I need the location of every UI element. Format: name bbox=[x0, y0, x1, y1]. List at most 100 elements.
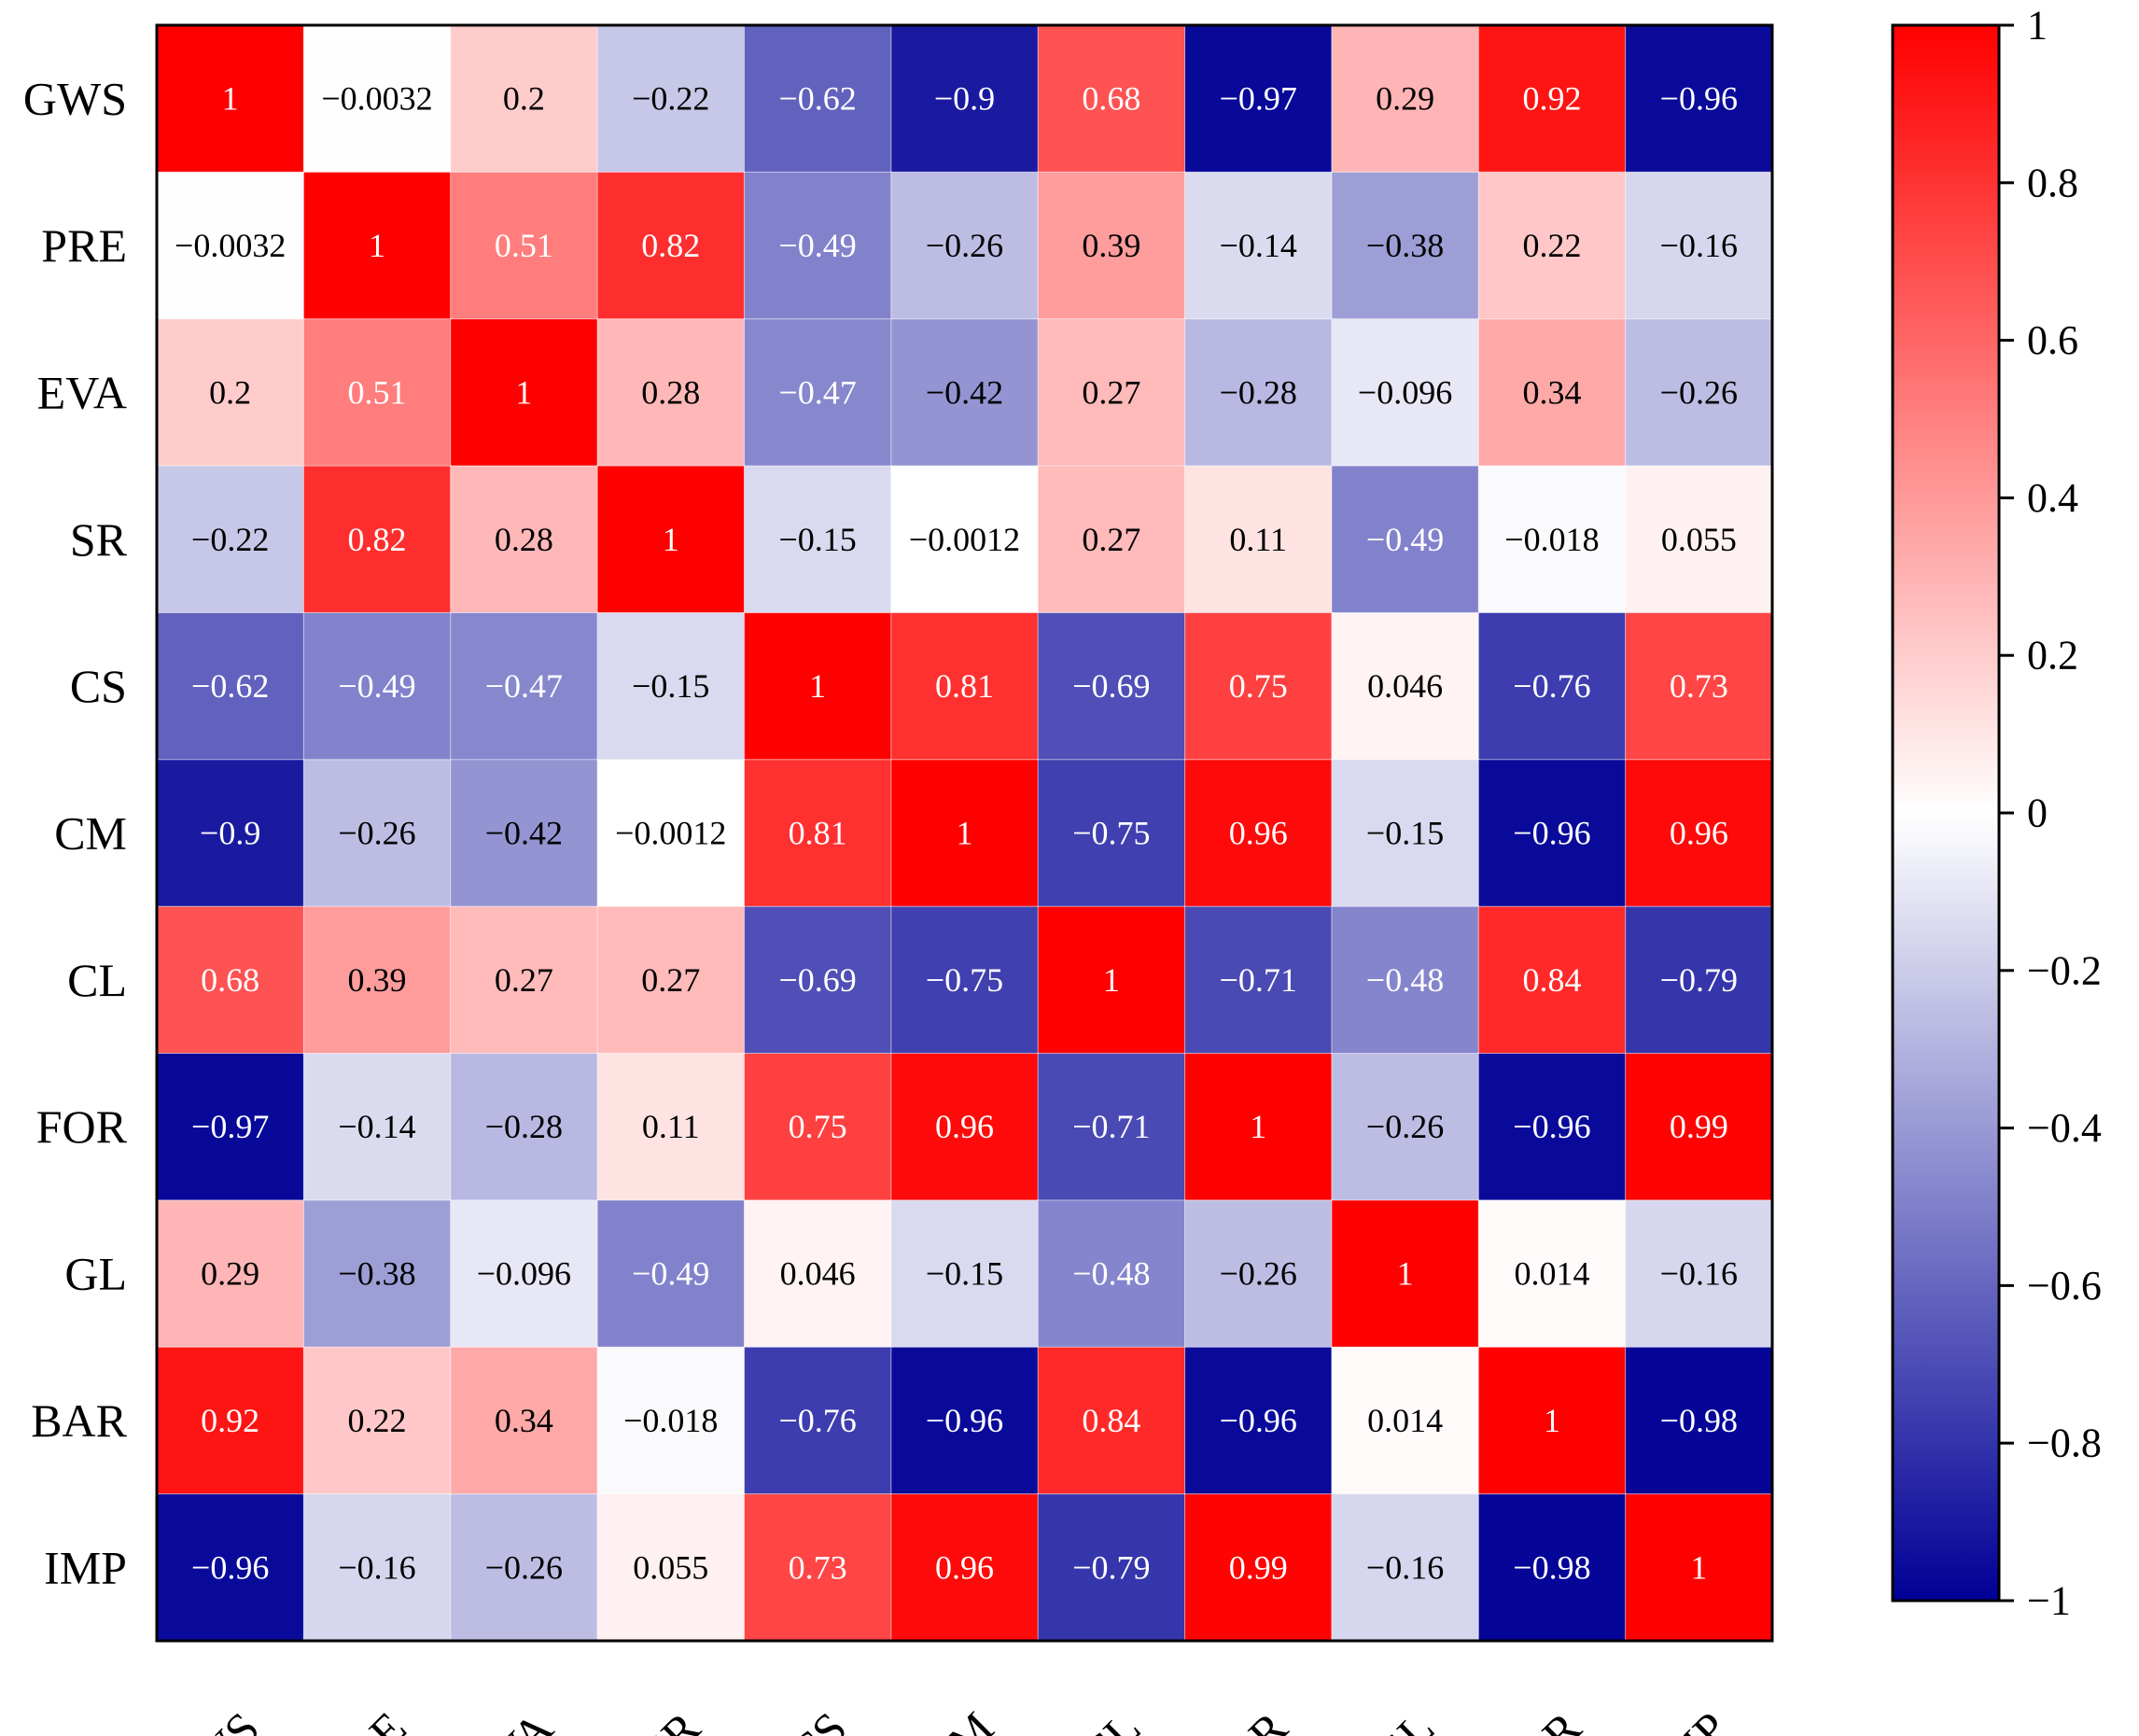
cell-value-GL-BAR: 0.014 bbox=[1514, 1255, 1589, 1293]
heatmap-cell-PRE-CM bbox=[890, 171, 1040, 320]
heatmap-cell-CL-BAR bbox=[1477, 905, 1627, 1055]
cell-value-EVA-CS: −0.47 bbox=[778, 373, 856, 411]
row-label-GL: GL bbox=[64, 1248, 127, 1300]
heatmap-cell-FOR-PRE bbox=[302, 1053, 452, 1201]
heatmap-cell-CS-PRE bbox=[302, 611, 452, 761]
row-label-CS: CS bbox=[70, 660, 127, 712]
heatmap-cell-CL-CL bbox=[1037, 905, 1186, 1055]
colorbar-tick-label: −0.8 bbox=[2027, 1421, 2102, 1466]
cell-value-SR-IMP: 0.055 bbox=[1661, 521, 1737, 558]
heatmap-cell-CS-GWS bbox=[156, 611, 305, 761]
cell-value-GL-IMP: −0.16 bbox=[1660, 1255, 1738, 1293]
cell-value-EVA-CM: −0.42 bbox=[926, 373, 1003, 411]
cell-value-SR-CM: −0.0012 bbox=[909, 521, 1020, 558]
heatmap-cell-SR-PRE bbox=[302, 465, 452, 614]
column-label-SR: SR bbox=[633, 1701, 710, 1736]
cell-value-CS-GL: 0.046 bbox=[1367, 667, 1443, 705]
heatmap-cell-CM-CL bbox=[1037, 759, 1186, 908]
row-label-BAR: BAR bbox=[31, 1394, 127, 1447]
heatmap-cell-BAR-GWS bbox=[156, 1346, 305, 1495]
cell-value-CM-PRE: −0.26 bbox=[338, 815, 415, 852]
heatmap-cell-BAR-SR bbox=[596, 1346, 746, 1495]
cell-value-GWS-SR: −0.22 bbox=[632, 80, 709, 118]
heatmap-cell-SR-IMP bbox=[1625, 465, 1773, 614]
cell-value-SR-FOR: 0.11 bbox=[1229, 521, 1287, 558]
cell-value-GL-GWS: 0.29 bbox=[201, 1255, 259, 1293]
cell-value-CL-EVA: 0.27 bbox=[495, 961, 553, 999]
heatmap-cell-CS-GL bbox=[1331, 611, 1480, 761]
cell-value-CS-CL: −0.69 bbox=[1072, 667, 1150, 705]
heatmap-cell-SR-SR bbox=[596, 465, 746, 614]
cell-value-EVA-GL: −0.096 bbox=[1358, 373, 1452, 411]
heatmap-cell-SR-BAR bbox=[1477, 465, 1627, 614]
heatmap-cell-GL-EVA bbox=[450, 1199, 599, 1349]
cell-value-FOR-IMP: 0.99 bbox=[1670, 1108, 1728, 1145]
heatmap-cell-CM-SR bbox=[596, 759, 746, 908]
heatmap-cell-CL-EVA bbox=[450, 905, 599, 1055]
cell-value-GWS-GWS: 1 bbox=[222, 80, 239, 118]
heatmap-cell-GWS-CS bbox=[743, 24, 892, 174]
heatmap-cell-EVA-CL bbox=[1037, 318, 1186, 468]
colorbar-tick-label: −0.6 bbox=[2027, 1263, 2102, 1309]
heatmap-cell-CS-BAR bbox=[1477, 611, 1627, 761]
heatmap-cell-SR-EVA bbox=[450, 465, 599, 614]
cell-value-CS-IMP: 0.73 bbox=[1670, 667, 1728, 705]
cell-value-BAR-IMP: −0.98 bbox=[1660, 1402, 1738, 1439]
cell-value-BAR-GL: 0.014 bbox=[1367, 1402, 1443, 1439]
heatmap-cell-IMP-CS bbox=[743, 1493, 892, 1642]
heatmap-cell-GL-PRE bbox=[302, 1199, 452, 1349]
cell-value-CM-CM: 1 bbox=[957, 815, 973, 852]
cell-value-GL-CL: −0.48 bbox=[1072, 1255, 1150, 1293]
cell-value-CL-IMP: −0.79 bbox=[1660, 961, 1738, 999]
heatmap-cell-CL-PRE bbox=[302, 905, 452, 1055]
row-label-EVA: EVA bbox=[37, 366, 127, 418]
cell-value-GWS-EVA: 0.2 bbox=[503, 80, 545, 118]
cell-value-SR-GL: −0.49 bbox=[1366, 521, 1444, 558]
cell-value-EVA-FOR: −0.28 bbox=[1220, 373, 1297, 411]
cell-value-EVA-CL: 0.27 bbox=[1082, 373, 1140, 411]
heatmap-cell-CM-GWS bbox=[156, 759, 305, 908]
cell-value-IMP-EVA: −0.26 bbox=[485, 1548, 563, 1586]
cell-value-PRE-CM: −0.26 bbox=[926, 227, 1003, 264]
cell-value-CM-SR: −0.0012 bbox=[615, 815, 726, 852]
heatmap-cell-BAR-IMP bbox=[1625, 1346, 1773, 1495]
cell-value-BAR-PRE: 0.22 bbox=[348, 1402, 407, 1439]
cell-value-IMP-CL: −0.79 bbox=[1072, 1548, 1150, 1586]
cell-value-BAR-BAR: 1 bbox=[1544, 1402, 1560, 1439]
cell-value-GWS-IMP: −0.96 bbox=[1660, 80, 1738, 118]
cell-value-CL-GL: −0.48 bbox=[1366, 961, 1444, 999]
colorbar-tick-label: 0.4 bbox=[2027, 475, 2078, 521]
heatmap-cell-FOR-CM bbox=[890, 1053, 1040, 1201]
cell-value-GL-GL: 1 bbox=[1397, 1255, 1414, 1293]
cell-value-CL-CM: −0.75 bbox=[926, 961, 1003, 999]
cell-value-EVA-IMP: −0.26 bbox=[1660, 373, 1738, 411]
colorbar-tick-label: 1 bbox=[2027, 3, 2048, 49]
cell-value-CS-SR: −0.15 bbox=[632, 667, 709, 705]
cell-value-CS-CM: 0.81 bbox=[935, 667, 994, 705]
heatmap-cell-SR-CM bbox=[890, 465, 1040, 614]
row-label-GWS: GWS bbox=[23, 73, 127, 125]
heatmap-cell-IMP-GL bbox=[1331, 1493, 1480, 1642]
cell-value-GWS-PRE: −0.0032 bbox=[321, 80, 432, 118]
cell-value-PRE-PRE: 1 bbox=[369, 227, 385, 264]
colorbar bbox=[1891, 23, 2001, 1603]
cell-value-FOR-GWS: −0.97 bbox=[191, 1108, 269, 1145]
cell-value-EVA-PRE: 0.51 bbox=[348, 373, 407, 411]
cell-value-CL-PRE: 0.39 bbox=[348, 961, 407, 999]
heatmap-cell-BAR-GL bbox=[1331, 1346, 1480, 1495]
cell-value-FOR-CS: 0.75 bbox=[789, 1108, 847, 1145]
cell-value-IMP-CM: 0.96 bbox=[935, 1548, 994, 1586]
row-label-SR: SR bbox=[70, 513, 128, 566]
cell-value-CL-SR: 0.27 bbox=[641, 961, 700, 999]
colorbar-tick-label: 0.8 bbox=[2027, 160, 2078, 205]
heatmap-cell-FOR-GWS bbox=[156, 1053, 305, 1201]
heatmap-cell-IMP-FOR bbox=[1184, 1493, 1333, 1642]
cell-value-GL-EVA: −0.096 bbox=[477, 1255, 571, 1293]
cell-value-BAR-FOR: −0.96 bbox=[1220, 1402, 1297, 1439]
cell-value-GWS-CL: 0.68 bbox=[1082, 80, 1140, 118]
heatmap-cell-GWS-FOR bbox=[1184, 24, 1333, 174]
colorbar-tick-label: −1 bbox=[2027, 1578, 2071, 1624]
cell-value-SR-GWS: −0.22 bbox=[191, 521, 269, 558]
heatmap-cell-BAR-FOR bbox=[1184, 1346, 1333, 1495]
cell-value-CL-CS: −0.69 bbox=[778, 961, 856, 999]
